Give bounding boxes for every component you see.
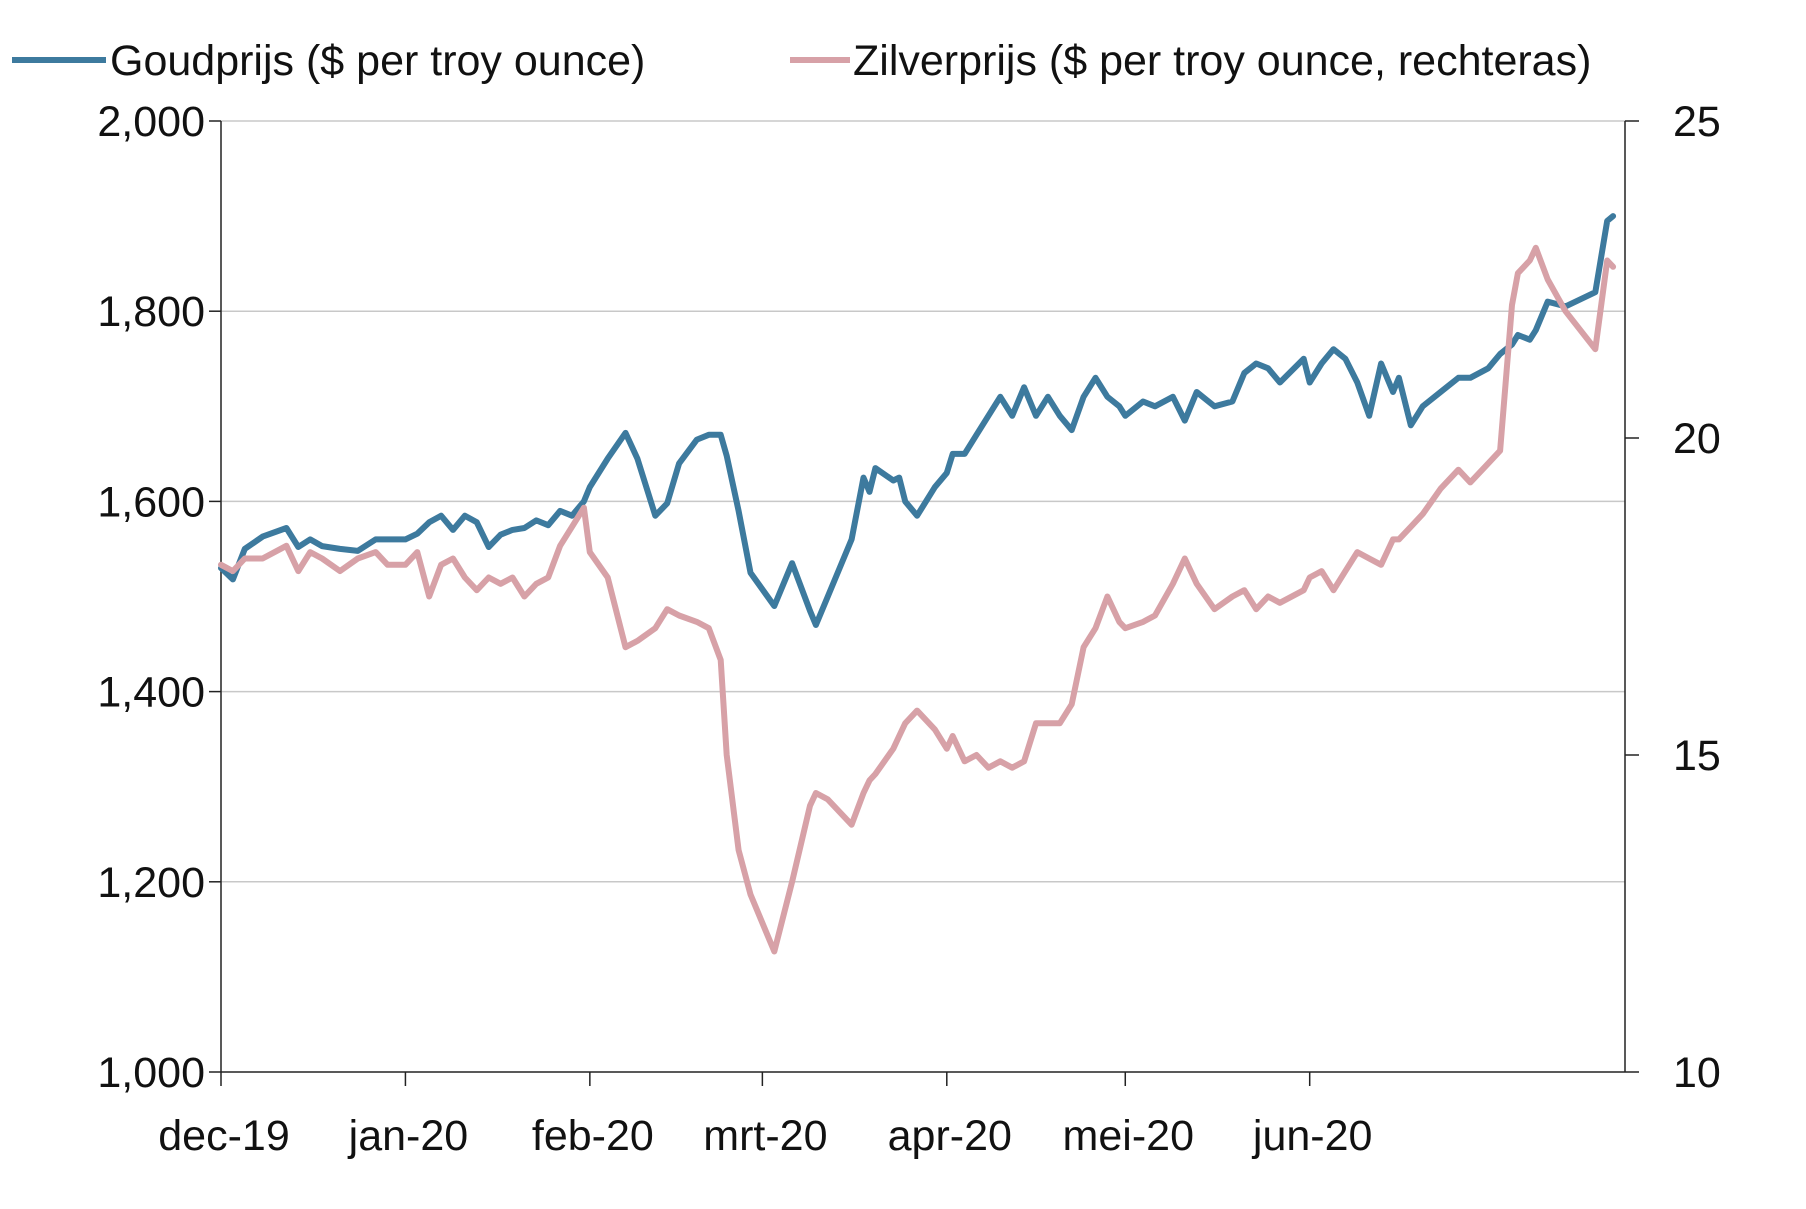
x-tick-label: mei-20 (1063, 1112, 1194, 1160)
y-left-tick-label: 1,000 (97, 1049, 205, 1097)
x-tick-label: mrt-20 (703, 1112, 827, 1160)
x-tick-label: jan-20 (347, 1112, 469, 1160)
series-line-zilverprijs (218, 244, 1617, 955)
x-tick-label: apr-20 (888, 1112, 1012, 1160)
legend-label-goudprijs: Goudprijs ($ per troy ounce) (110, 37, 645, 85)
x-tick-label: feb-20 (532, 1112, 654, 1160)
series-line-goudprijs (218, 213, 1617, 628)
legend: Goudprijs ($ per troy ounce) Zilverprijs … (12, 37, 1591, 85)
x-tick-label: dec-19 (158, 1112, 289, 1160)
y-left-tick-label: 1,800 (97, 288, 205, 336)
tick-labels: 1,000 1,200 1,400 1,600 1,800 2,000 10 15 20 25 de… (97, 98, 1720, 1160)
series-layer (218, 213, 1617, 955)
y-right-tick-label: 15 (1673, 732, 1721, 780)
legend-label-zilverprijs: Zilverprijs ($ per troy ounce, rechteras… (853, 37, 1591, 85)
y-right-tick-label: 20 (1673, 415, 1721, 463)
y-left-tick-label: 1,400 (97, 669, 205, 717)
x-tick-label: jun-20 (1251, 1112, 1373, 1160)
y-left-tick-label: 1,200 (97, 859, 205, 907)
y-right-tick-label: 10 (1673, 1049, 1721, 1097)
y-left-tick-label: 1,600 (97, 478, 205, 526)
axes (209, 120, 1639, 1086)
y-left-tick-label: 2,000 (97, 98, 205, 146)
y-right-tick-label: 25 (1673, 98, 1721, 146)
